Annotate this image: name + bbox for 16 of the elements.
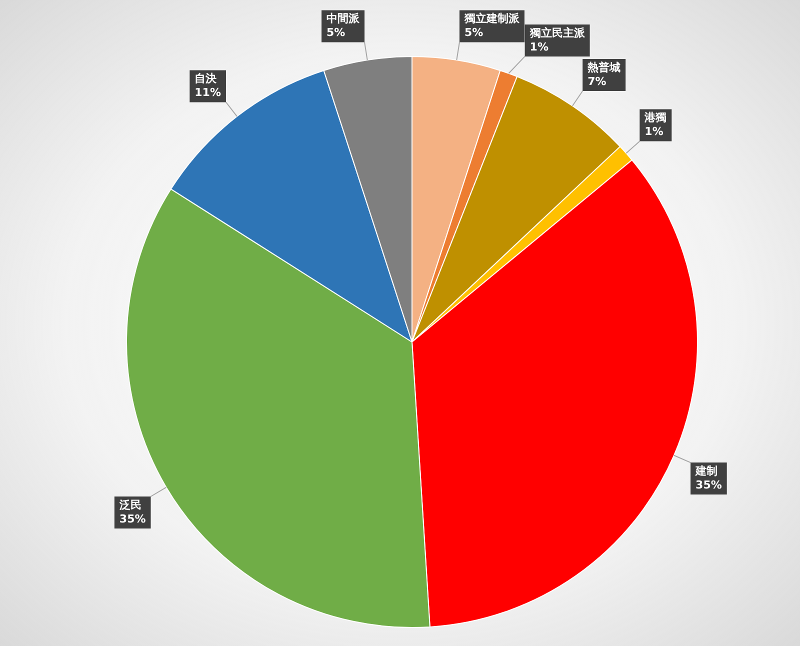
data-label: 35% — [696, 478, 722, 492]
slice-label: 泛民 — [118, 498, 142, 512]
data-label: 11% — [194, 86, 221, 100]
slice-label: 獨立民主派 — [528, 26, 586, 40]
slice-label: 自決 — [194, 72, 218, 86]
slice-label: 獨立建制派 — [463, 12, 520, 26]
slice-label: 港獨 — [644, 111, 667, 124]
slice-label: 建制 — [694, 464, 718, 478]
slice-label: 熱普城 — [586, 60, 621, 74]
data-label: 5% — [464, 26, 484, 40]
slice-label: 中間派 — [326, 12, 361, 26]
data-label: 5% — [326, 26, 346, 40]
data-label: 7% — [588, 74, 606, 88]
data-label: 1% — [530, 40, 548, 54]
data-label: 1% — [644, 125, 664, 138]
data-label: 35% — [119, 512, 146, 526]
